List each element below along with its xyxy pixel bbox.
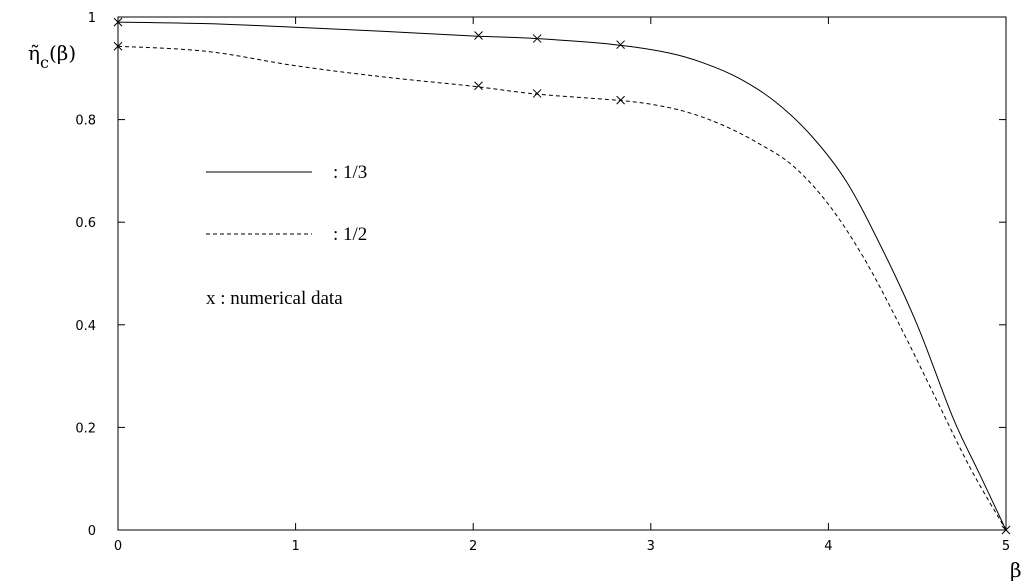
x-tick-label: 1 xyxy=(291,539,299,554)
data-marker-x xyxy=(474,31,483,40)
data-marker-x xyxy=(474,81,483,91)
data-marker-x xyxy=(1001,525,1011,535)
legend-label-markers: x : numerical data xyxy=(206,288,343,309)
y-tick-label: 0.4 xyxy=(75,319,96,334)
plot-area: 0 1 2 3 4 5 0 0.2 0.4 0.6 0.8 1 xyxy=(75,11,1010,554)
y-tick-label: 0.2 xyxy=(75,421,96,436)
y-tick-label: 0.8 xyxy=(75,114,96,129)
x-tick-label: 4 xyxy=(824,539,832,554)
data-marker-x xyxy=(532,89,542,98)
y-axis-title-symbol: η̃ xyxy=(28,41,40,65)
x-axis-title: β xyxy=(1010,558,1022,582)
data-marker-x xyxy=(616,95,625,105)
data-marker-x xyxy=(616,40,625,50)
series-layer xyxy=(117,21,1007,531)
data-marker-x xyxy=(532,34,542,43)
y-axis-title-subscript: c xyxy=(40,53,49,72)
y-axis-title-argument: (β) xyxy=(49,41,76,65)
x-tick-label: 0 xyxy=(114,539,122,554)
x-tick-label: 3 xyxy=(647,539,655,554)
y-tick-label: 0 xyxy=(88,524,96,539)
x-tick-label: 5 xyxy=(1002,539,1010,554)
data-marker-x xyxy=(113,17,123,27)
data-marker-x xyxy=(113,41,123,51)
series-line-dashed xyxy=(117,45,1007,531)
y-tick-label: 1 xyxy=(88,11,96,26)
legend: : 1/3 : 1/2 x : numerical data xyxy=(206,162,367,309)
legend-label-solid: : 1/3 xyxy=(333,162,367,183)
legend-label-dashed: : 1/2 xyxy=(333,224,367,245)
y-tick-label: 0.6 xyxy=(75,216,96,231)
marker-layer xyxy=(113,17,1011,535)
plot-frame xyxy=(117,16,1007,531)
y-axis-title: η̃c(β) xyxy=(28,41,76,72)
series-line-solid xyxy=(117,21,1007,531)
x-tick-label: 2 xyxy=(469,539,477,554)
